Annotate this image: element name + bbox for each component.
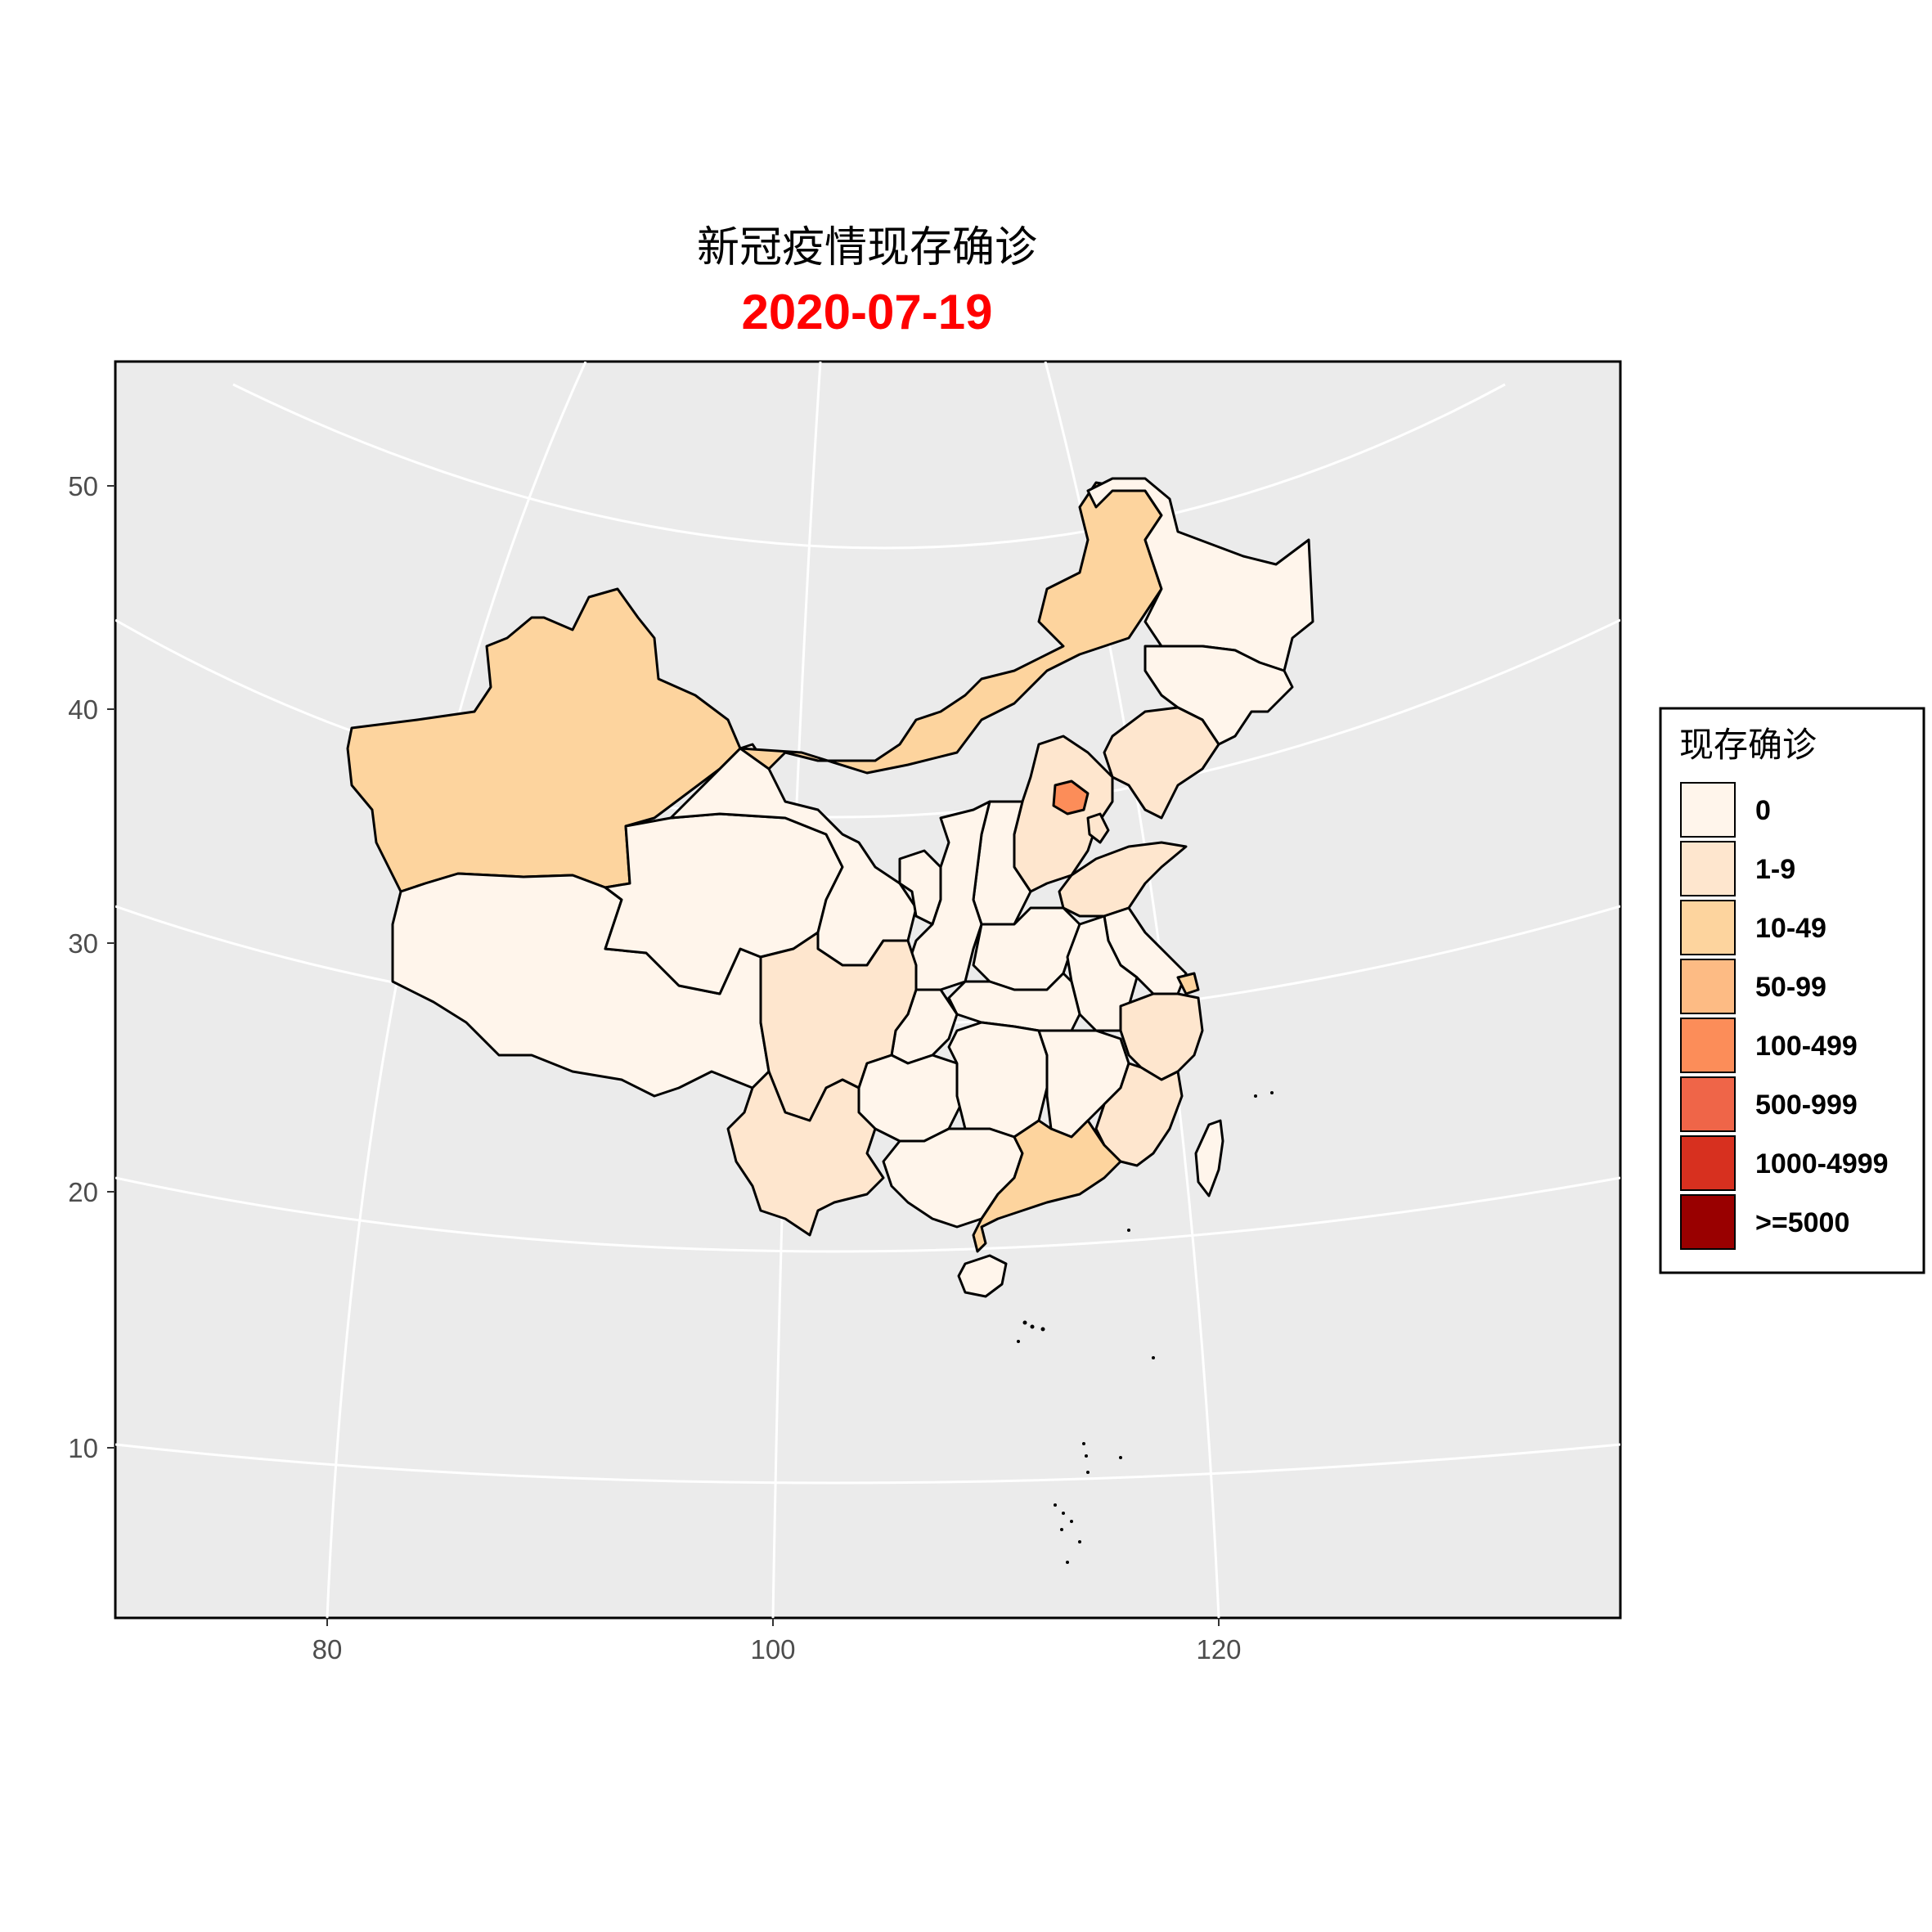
legend-swatch (1680, 1194, 1736, 1250)
legend-label: 500-999 (1755, 1090, 1858, 1121)
legend-label: 1000-4999 (1755, 1148, 1889, 1179)
province-fujian[interactable] (1094, 1062, 1184, 1167)
y-tick-label: 40 (68, 694, 98, 725)
x-tick-label: 80 (312, 1634, 343, 1665)
province-yunnan[interactable] (726, 1070, 885, 1237)
legend-label: 0 (1755, 795, 1771, 826)
legend-swatch (1680, 782, 1736, 838)
y-axis: 50 40 30 20 10 (68, 471, 115, 1463)
map-title: 新冠疫情现存确诊 (697, 223, 1037, 272)
legend: 现存确诊 0 1-9 10-49 50-99 100-499 500-999 1000-49… (1659, 707, 1925, 1274)
graticule-lat-40 (115, 618, 1620, 819)
y-tick-label: 20 (68, 1177, 98, 1207)
y-tick-label: 30 (68, 928, 98, 959)
legend-label: >=5000 (1755, 1207, 1849, 1238)
province-shaanxi[interactable] (906, 800, 991, 991)
province-layer (346, 477, 1314, 1298)
legend-swatch (1680, 841, 1736, 896)
graticule-lat-10 (115, 1443, 1620, 1485)
map-subtitle-date: 2020-07-19 (742, 285, 993, 339)
province-jilin[interactable] (1143, 645, 1294, 746)
legend-swatch (1680, 1076, 1736, 1132)
province-neimenggu[interactable] (739, 481, 1163, 775)
province-zhejiang[interactable] (1119, 992, 1204, 1081)
x-tick-label: 120 (1196, 1634, 1241, 1665)
south-sea-islands (1017, 1091, 1274, 1564)
legend-swatch (1680, 959, 1736, 1014)
y-tick-label: 50 (68, 471, 98, 501)
province-tianjin[interactable] (1086, 812, 1110, 844)
province-taiwan[interactable] (1194, 1119, 1224, 1197)
y-tick-label: 10 (68, 1433, 98, 1463)
legend-label: 10-49 (1755, 913, 1826, 944)
province-beijing[interactable] (1052, 780, 1090, 815)
legend-title: 现存确诊 (1679, 725, 1817, 765)
legend-swatch (1680, 900, 1736, 955)
province-hainan[interactable] (957, 1254, 1008, 1298)
graticule-lat-20 (115, 1176, 1620, 1253)
x-axis: 80 100 120 (312, 1618, 1242, 1665)
x-tick-label: 100 (750, 1634, 795, 1665)
province-guangdong[interactable] (972, 1119, 1122, 1253)
province-hunan[interactable] (947, 1021, 1049, 1139)
legend-label: 1-9 (1755, 854, 1795, 885)
legend-swatch (1680, 1018, 1736, 1073)
legend-label: 100-499 (1755, 1031, 1858, 1062)
graticule-lat-50 (232, 383, 1506, 550)
legend-label: 50-99 (1755, 972, 1826, 1003)
legend-swatch (1680, 1135, 1736, 1191)
province-hubei[interactable] (947, 972, 1081, 1032)
province-shanghai[interactable] (1176, 972, 1200, 995)
